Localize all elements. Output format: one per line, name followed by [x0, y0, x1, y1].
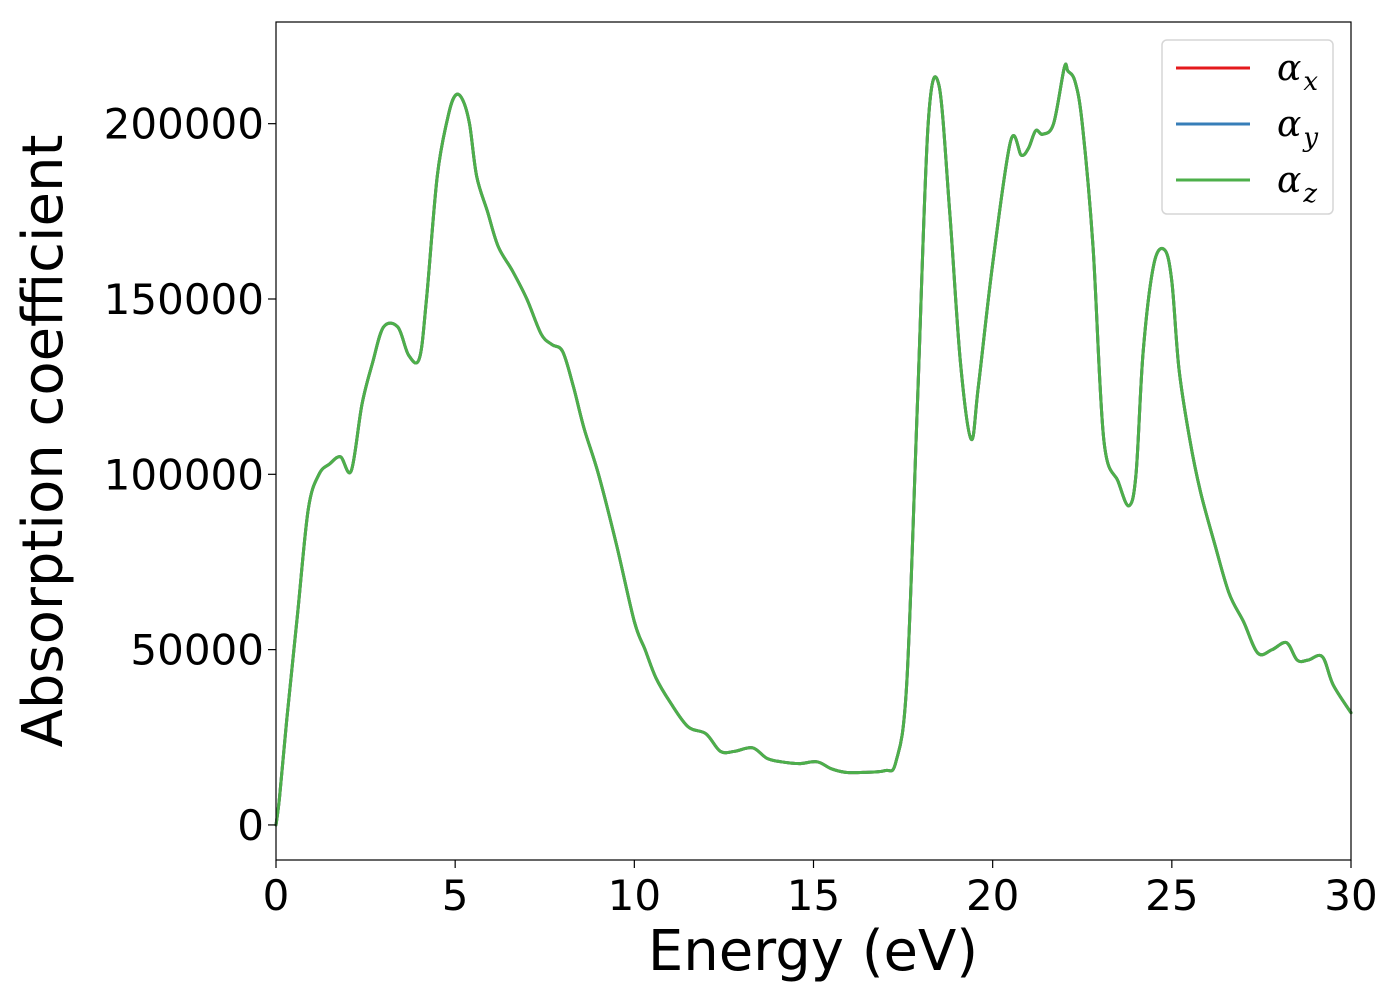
- y-tick-label: 200000: [104, 100, 264, 149]
- x-tick-label: 5: [442, 871, 469, 920]
- y-tick-label: 150000: [104, 275, 264, 324]
- legend-label-x: αx: [1277, 48, 1318, 97]
- y-axis-ticks: 0 50000 100000 150000 200000: [104, 100, 276, 850]
- x-tick-label: 10: [608, 871, 661, 920]
- x-tick-label: 30: [1324, 871, 1377, 920]
- y-tick-label: 0: [237, 801, 264, 850]
- legend-box: [1161, 39, 1334, 215]
- series-line-z: [274, 62, 1353, 827]
- x-tick-label: 25: [1145, 871, 1198, 920]
- y-tick-label: 100000: [104, 450, 264, 499]
- y-tick-label: 50000: [130, 626, 264, 675]
- series-layer: [274, 62, 1353, 827]
- x-tick-label: 0: [263, 871, 290, 920]
- x-tick-label: 15: [787, 871, 840, 920]
- x-tick-label: 20: [966, 871, 1019, 920]
- y-axis-title: Absorption coefficient: [11, 135, 76, 748]
- x-axis-title: Energy (eV): [648, 919, 978, 984]
- x-axis-ticks: 0 5 10 15 20 25 30: [263, 860, 1378, 920]
